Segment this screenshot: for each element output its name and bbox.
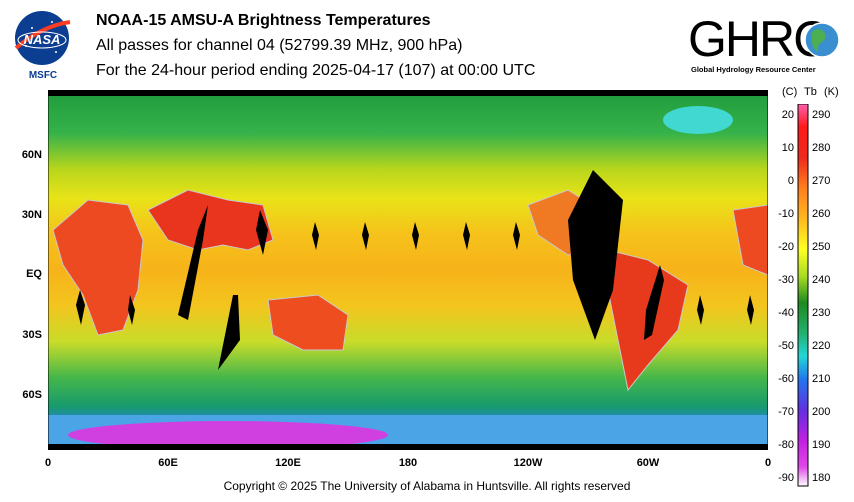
colorbar-celsius-tick: -20: [778, 241, 794, 253]
page-title: NOAA-15 AMSU-A Brightness Temperatures: [96, 12, 431, 29]
copyright-footer: Copyright © 2025 The University of Alaba…: [223, 479, 631, 493]
colorbar-kelvin-tick: 250: [812, 241, 830, 253]
colorbar-kelvin-tick: 230: [812, 307, 830, 319]
colorbar-celsius-tick: -40: [778, 307, 794, 319]
colorbar-tb-header: Tb: [804, 86, 817, 98]
lat-label-30s: 30S: [22, 329, 42, 341]
colorbar-celsius-tick: -80: [778, 439, 794, 451]
data-gap-swath: [463, 222, 470, 250]
colorbar-kelvin-tick: 190: [812, 439, 830, 451]
colorbar-celsius-tick: 10: [782, 142, 794, 154]
data-gap-swath: [178, 205, 208, 320]
nasa-logo: NASA MSFC: [14, 11, 71, 80]
period-subtitle: For the 24-hour period ending 2025-04-17…: [96, 62, 536, 79]
colorbar-celsius-tick: -10: [778, 208, 794, 220]
data-gap-swath: [644, 265, 664, 340]
colorbar-kelvin-tick: 290: [812, 109, 830, 121]
temperature-colorbar: 20 290 10 280 0 270 -10 260 -20 250 -30 240 -40 230 -5…: [778, 104, 830, 487]
colorbar-celsius-header: (C): [782, 86, 798, 98]
data-gap-swath: [312, 222, 319, 250]
lat-label-60s: 60S: [22, 389, 42, 401]
colorbar-kelvin-tick: 200: [812, 406, 830, 418]
data-gap-swath: [513, 222, 520, 250]
colorbar-kelvin-tick: 220: [812, 340, 830, 352]
colorbar-celsius-tick: -60: [778, 373, 794, 385]
lat-label-30n: 30N: [21, 209, 42, 221]
lon-label-120w: 120W: [513, 457, 543, 469]
ghrc-logo-subtext: Global Hydrology Resource Center: [691, 65, 816, 74]
colorbar-celsius-tick: 0: [788, 175, 794, 187]
top-missing-row: [48, 90, 768, 96]
data-gap-swath: [256, 210, 268, 255]
lat-label-60n: 60N: [21, 149, 42, 161]
lon-label-60w: 60W: [636, 457, 660, 469]
bottom-missing-row: [48, 444, 768, 450]
greenland-cold-area: [663, 106, 733, 134]
colorbar-celsius-tick: -90: [778, 472, 794, 484]
data-gap-swath: [412, 222, 419, 250]
brightness-temperature-map: [48, 90, 768, 450]
colorbar-kelvin-tick: 260: [812, 208, 830, 220]
data-gap-swath: [362, 222, 369, 250]
lon-label-0-right: 0: [764, 457, 772, 469]
colorbar-celsius-tick: -50: [778, 340, 794, 352]
colorbar-scale: [797, 104, 809, 487]
antarctic-cold-core: [68, 421, 388, 449]
colorbar-kelvin-header: (K): [824, 86, 839, 98]
lon-label-60e: 60E: [158, 457, 178, 469]
lon-label-0: 0: [44, 457, 52, 469]
ghrc-logo: GHRC Global Hydrology Resource Center: [688, 11, 840, 74]
colorbar-kelvin-tick: 270: [812, 175, 830, 187]
data-gap-swath: [697, 295, 704, 325]
lon-label-120e: 120E: [275, 457, 301, 469]
colorbar-kelvin-tick: 180: [812, 472, 830, 484]
channel-subtitle: All passes for channel 04 (52799.39 MHz,…: [96, 37, 463, 54]
australia-landmass: [267, 294, 349, 351]
colorbar-kelvin-tick: 210: [812, 373, 830, 385]
data-gap-swath: [568, 170, 623, 340]
msfc-logo-text: MSFC: [29, 70, 57, 80]
data-gap-swath: [218, 295, 240, 370]
colorbar-kelvin-tick: 280: [812, 142, 830, 154]
data-gap-swath: [747, 295, 754, 325]
data-gap-swath: [76, 290, 85, 325]
colorbar-celsius-tick: 20: [782, 109, 794, 121]
africa-east-edge-landmass: [732, 204, 768, 276]
lat-label-eq: EQ: [26, 268, 42, 280]
nasa-logo-text: NASA: [24, 32, 61, 47]
data-gap-swath: [128, 295, 135, 325]
colorbar-celsius-tick: -30: [778, 274, 794, 286]
lon-label-180: 180: [398, 457, 418, 469]
colorbar-kelvin-tick: 240: [812, 274, 830, 286]
colorbar-celsius-tick: -70: [778, 406, 794, 418]
